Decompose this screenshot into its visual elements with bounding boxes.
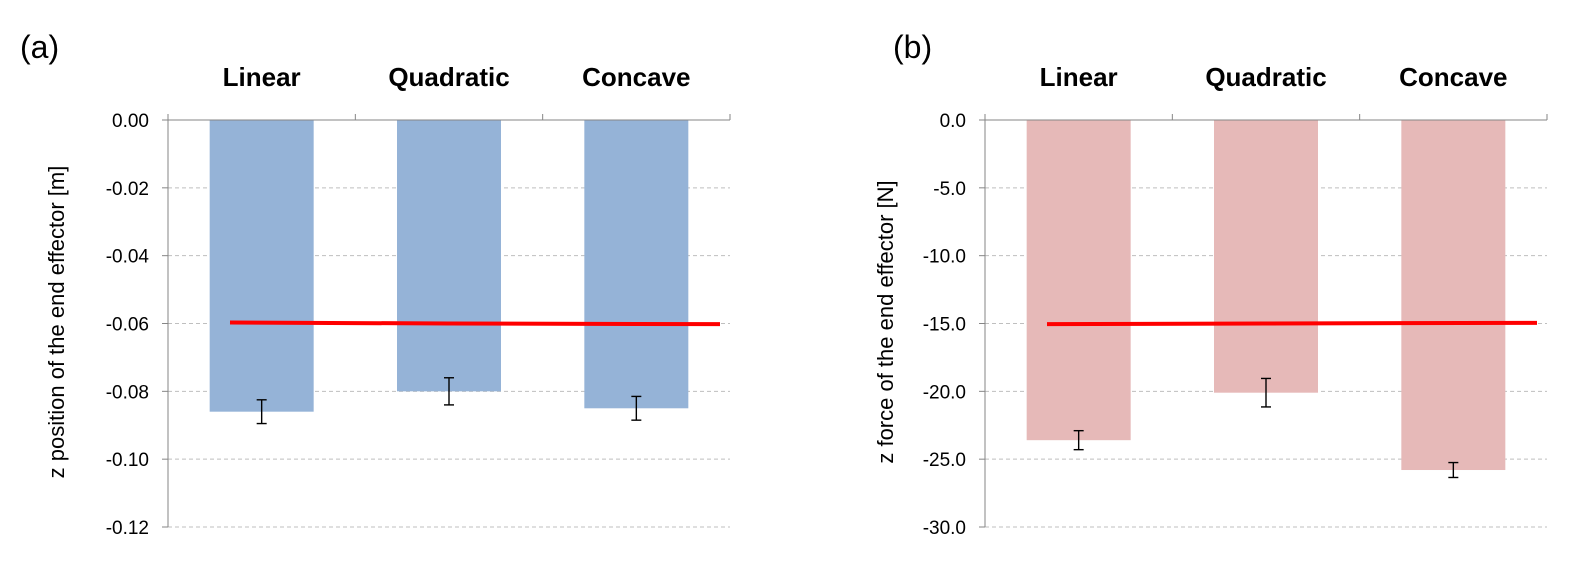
panel-label: (a) [20,29,59,65]
reference-line [1046,320,1538,327]
bar [1214,120,1318,393]
y-axis-title: z force of the end effector [N] [873,180,898,463]
bar [584,120,689,409]
y-tick-label: -20.0 [923,382,966,403]
category-label: Quadratic [1205,62,1326,92]
y-tick-label: 0.0 [940,111,966,132]
y-axis-title: z position of the end effector [m] [44,166,69,479]
y-tick-label: -0.04 [106,247,150,268]
y-tick-label: -25.0 [923,450,966,471]
category-label: Linear [223,62,301,92]
y-tick-label: 0.00 [112,111,149,132]
y-tick-label: -0.06 [106,315,149,336]
category-label: Concave [1399,62,1507,92]
bar [1401,120,1506,471]
y-tick-label: -30.0 [923,518,966,539]
reference-line [229,320,721,327]
category-label: Quadratic [388,62,509,92]
chart-panel-b: (b) 0.0 -5.0 -10.0 -15.0 -20.0 -25.0 -30.0 Linea… [873,29,1548,539]
y-tick-label: -5.0 [933,179,966,200]
bar [209,120,314,412]
y-tick-label: -0.12 [106,518,149,539]
y-tick-label: -0.02 [106,179,149,200]
y-tick-label: -15.0 [923,315,966,336]
bar [1026,120,1131,441]
y-tick-label: -0.08 [106,382,149,403]
bar [397,120,501,392]
category-label: Concave [582,62,690,92]
panel-label: (b) [893,29,932,65]
y-tick-label: -0.10 [106,450,149,471]
y-tick-label: -10.0 [923,247,966,268]
category-label: Linear [1040,62,1118,92]
chart-panel-a: (a) 0.00 -0.02 -0.04 -0.06 -0.08 -0.10 -0.12 Lin… [20,29,731,539]
